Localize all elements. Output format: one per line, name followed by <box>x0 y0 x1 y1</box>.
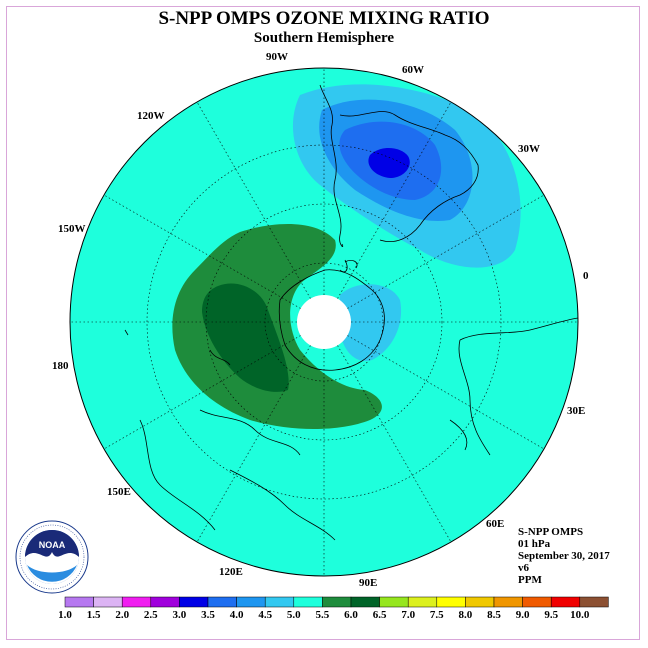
colorbar-swatch <box>379 596 409 608</box>
colorbar-label: 9.5 <box>544 609 558 621</box>
colorbar-label: 1.5 <box>87 609 101 621</box>
colorbar-swatch <box>550 596 581 608</box>
colorbar-swatch <box>322 596 352 608</box>
graticule <box>70 68 578 576</box>
lon-label-120e: 120E <box>219 566 243 578</box>
lon-label-120w: 120W <box>137 110 165 122</box>
lon-label-30w: 30W <box>518 143 540 155</box>
colorbar-swatch <box>93 596 123 608</box>
colorbar-swatch <box>465 596 495 608</box>
info-version: v6 <box>518 562 529 574</box>
colorbar-label: 10.0 <box>570 609 590 621</box>
colorbar-label: 1.0 <box>58 609 72 621</box>
polar-data-gap <box>297 295 351 349</box>
colorbar-label: 9.0 <box>516 609 530 621</box>
colorbar-label: 8.0 <box>459 609 473 621</box>
colorbar-swatch <box>207 596 237 608</box>
lon-label-60e: 60E <box>486 518 504 530</box>
colorbar-swatch <box>121 596 152 608</box>
info-block: S-NPP OMPS 01 hPa September 30, 2017 v6 … <box>518 526 610 586</box>
colorbar-label: 8.5 <box>487 609 501 621</box>
colorbar-swatch <box>236 596 266 608</box>
colorbar-label: 4.5 <box>258 609 272 621</box>
map-title: S-NPP OMPS OZONE MIXING RATIO <box>158 8 490 29</box>
lon-label-150w: 150W <box>58 223 86 235</box>
colorbar-label: 3.0 <box>173 609 187 621</box>
colorbar-label: 6.0 <box>344 609 358 621</box>
colorbar-label: 2.5 <box>144 609 158 621</box>
info-instrument: S-NPP OMPS <box>518 526 584 538</box>
lon-label-90w: 90W <box>266 51 288 63</box>
ozone-contour-6.0 <box>202 283 289 392</box>
colorbar-label: 5.0 <box>287 609 301 621</box>
ozone-contour-4.0-polar <box>340 284 402 361</box>
noaa-logo: NOAA <box>15 520 89 594</box>
colorbar-label: 7.0 <box>401 609 415 621</box>
colorbar: 1.0 1.5 2.0 2.5 3.0 3.5 4.0 4.5 5.0 5.5 6.0 6.5 7.0 7… <box>58 596 609 621</box>
colorbar-swatch <box>407 596 438 608</box>
colorbar-label: 3.5 <box>201 609 215 621</box>
lon-label-90e: 90E <box>359 577 377 589</box>
colorbar-label: 4.0 <box>230 609 244 621</box>
colorbar-label: 7.5 <box>430 609 444 621</box>
lon-label-30e: 30E <box>567 405 585 417</box>
colorbar-swatch <box>493 596 523 608</box>
colorbar-label: 2.0 <box>115 609 129 621</box>
colorbar-label: 6.5 <box>373 609 387 621</box>
lon-label-180: 180 <box>52 360 69 372</box>
noaa-logo-text: NOAA <box>39 540 66 550</box>
map-subtitle: Southern Hemisphere <box>253 30 395 46</box>
colorbar-swatch <box>293 596 323 608</box>
colorbar-swatch <box>179 596 209 608</box>
colorbar-swatch <box>436 596 466 608</box>
ozone-contour-2.5 <box>368 147 410 178</box>
map-frame <box>6 6 640 640</box>
colorbar-label: 5.5 <box>316 609 330 621</box>
map-border <box>69 67 579 577</box>
info-date: September 30, 2017 <box>518 550 610 562</box>
colorbar-swatch <box>64 596 94 608</box>
colorbar-swatch <box>264 596 295 608</box>
info-units: PPM <box>518 574 542 586</box>
ozone-contour-5.5 <box>172 223 382 429</box>
coastlines <box>124 84 578 541</box>
info-level: 01 hPa <box>518 538 551 550</box>
colorbar-swatch <box>579 596 609 608</box>
colorbar-swatch <box>350 596 380 608</box>
colorbar-swatch <box>150 596 180 608</box>
lon-label-150e: 150E <box>107 486 131 498</box>
lon-label-0: 0 <box>583 270 589 282</box>
lon-label-60w: 60W <box>402 64 424 76</box>
colorbar-swatch <box>522 596 552 608</box>
